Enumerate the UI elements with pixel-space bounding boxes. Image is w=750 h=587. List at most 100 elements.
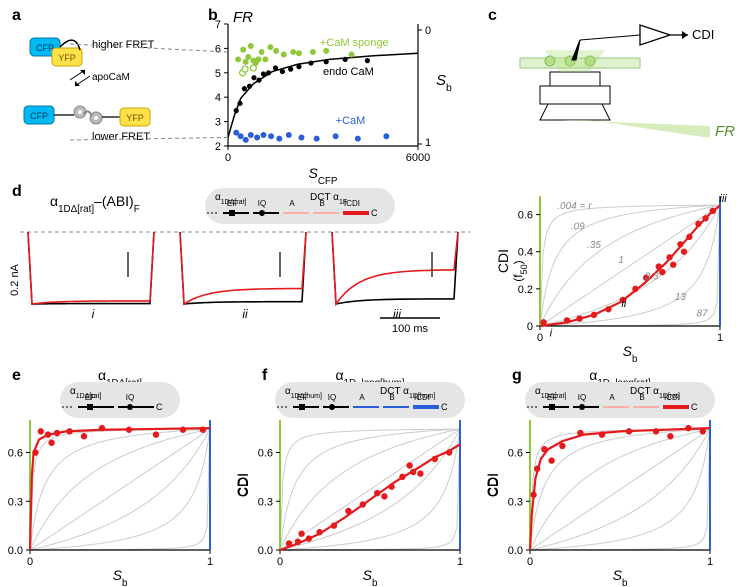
svg-text:0.2 nA: 0.2 nA	[9, 263, 21, 295]
svg-text:A: A	[609, 393, 615, 402]
svg-text:0: 0	[527, 556, 533, 568]
svg-text:1: 1	[207, 556, 213, 568]
svg-text:FR: FR	[715, 123, 735, 140]
svg-text:c: c	[488, 7, 497, 24]
svg-text:87: 87	[696, 309, 708, 320]
svg-text:CDI: CDI	[495, 249, 511, 273]
svg-text:6: 6	[215, 43, 221, 55]
svg-text:7: 7	[215, 19, 221, 31]
svg-text:Sb: Sb	[113, 567, 128, 587]
svg-text:= r: = r	[580, 201, 593, 212]
svg-text:0.2: 0.2	[518, 284, 533, 296]
svg-text:0.4: 0.4	[518, 247, 533, 259]
svg-text:0.0: 0.0	[8, 545, 23, 557]
svg-text:i: i	[550, 327, 553, 339]
svg-text:B: B	[389, 393, 394, 402]
svg-text:Sb: Sb	[436, 72, 452, 94]
svg-text:C: C	[441, 402, 448, 412]
svg-text:e: e	[12, 367, 21, 384]
svg-text:B: B	[319, 199, 324, 208]
svg-text:13: 13	[675, 292, 687, 303]
svg-text:endo CaM: endo CaM	[323, 66, 374, 78]
svg-text:YFP: YFP	[58, 53, 76, 63]
figure-root: aCFPYFPhigher FRETapoCaMCFPYFPlower FRET…	[0, 0, 750, 587]
svg-text:0.6: 0.6	[8, 448, 23, 460]
svg-text:ii: ii	[242, 307, 248, 321]
svg-text:EF: EF	[297, 393, 307, 402]
svg-text:3.3: 3.3	[645, 272, 659, 283]
svg-text:0.3: 0.3	[508, 496, 523, 508]
svg-text:ICDI: ICDI	[414, 393, 430, 402]
svg-text:3: 3	[215, 117, 221, 129]
svg-text:CDI: CDI	[484, 473, 500, 497]
svg-text:Sb: Sb	[613, 567, 628, 587]
svg-text:iii: iii	[393, 307, 401, 321]
svg-text:IQ: IQ	[258, 199, 266, 208]
svg-text:CFP: CFP	[30, 111, 48, 121]
svg-text:SCFP: SCFP	[309, 165, 338, 187]
panel-a: aCFPYFPhigher FRETapoCaMCFPYFPlower FRET	[12, 7, 155, 143]
svg-text:YFP: YFP	[126, 113, 144, 123]
svg-text:.35: .35	[587, 240, 601, 251]
svg-text:Sb: Sb	[363, 567, 378, 587]
svg-text:α1DΔ[rat]–(ABI)F: α1DΔ[rat]–(ABI)F	[50, 193, 140, 215]
svg-text:+CaM: +CaM	[336, 115, 366, 127]
svg-text:0.6: 0.6	[508, 448, 523, 460]
svg-text:0: 0	[425, 25, 431, 37]
svg-text:IQ: IQ	[126, 393, 134, 402]
svg-text:4: 4	[215, 92, 221, 104]
svg-text:higher FRET: higher FRET	[92, 39, 155, 51]
svg-text:+CaM sponge: +CaM sponge	[320, 37, 389, 49]
panel-f: fα1D–long[hum]α1DΔ[hum]DCT α1D[hum]EFIQA…	[234, 367, 465, 587]
svg-text:CFP: CFP	[36, 43, 54, 53]
svg-text:0: 0	[537, 332, 543, 344]
svg-text:ICDI: ICDI	[344, 199, 360, 208]
svg-text:0.3: 0.3	[8, 496, 23, 508]
svg-text:IQ: IQ	[578, 393, 586, 402]
svg-text:B: B	[639, 393, 644, 402]
svg-text:lower FRET: lower FRET	[92, 131, 150, 143]
svg-text:2: 2	[215, 141, 221, 153]
svg-text:CDI: CDI	[0, 473, 1, 497]
svg-text:0.0: 0.0	[258, 545, 273, 557]
svg-text:EF: EF	[85, 393, 95, 402]
svg-text:a: a	[12, 7, 21, 24]
svg-text:f: f	[262, 367, 268, 384]
svg-text:1: 1	[707, 556, 713, 568]
svg-text:1: 1	[457, 556, 463, 568]
svg-text:1: 1	[618, 255, 624, 266]
svg-text:A: A	[289, 199, 295, 208]
svg-text:ICDI: ICDI	[664, 393, 680, 402]
svg-text:0: 0	[277, 556, 283, 568]
panel-g: gα1D–long[rat]α1DΔ[rat]DCT α1D[rat]EFIQA…	[484, 367, 715, 587]
panel-d: dα1DΔ[rat]–(ABI)Fα1DΔ[rat]DCT α1FEFIQABI…	[9, 183, 727, 365]
panel-c: c CDI FR	[488, 7, 735, 140]
svg-text:.004: .004	[557, 201, 577, 212]
svg-text:0: 0	[527, 321, 533, 333]
svg-text:C: C	[691, 402, 698, 412]
svg-text:FR: FR	[233, 9, 253, 26]
svg-text:0.6: 0.6	[518, 210, 533, 222]
svg-text:0.0: 0.0	[508, 545, 523, 557]
svg-text:6000: 6000	[406, 152, 430, 164]
svg-text:.09: .09	[571, 221, 585, 232]
svg-text:d: d	[12, 183, 22, 200]
svg-text:CDI: CDI	[234, 473, 250, 497]
svg-text:iii: iii	[719, 193, 727, 205]
svg-text:0: 0	[27, 556, 33, 568]
svg-text:C: C	[371, 208, 378, 218]
svg-text:(f50): (f50)	[511, 260, 529, 281]
svg-text:CDI: CDI	[692, 27, 714, 42]
svg-text:C: C	[156, 402, 163, 412]
svg-text:A: A	[359, 393, 365, 402]
svg-text:0.6: 0.6	[258, 448, 273, 460]
svg-text:IQ: IQ	[328, 393, 336, 402]
svg-text:EF: EF	[547, 393, 557, 402]
svg-text:0: 0	[225, 152, 231, 164]
svg-text:ii: ii	[621, 298, 626, 310]
panel-b: b2345670106000FRSbSCFP+CaM spongeendo Ca…	[208, 7, 452, 187]
svg-text:1: 1	[425, 137, 431, 149]
svg-text:g: g	[512, 367, 522, 384]
svg-text:Sb: Sb	[623, 343, 638, 365]
svg-text:0.3: 0.3	[258, 496, 273, 508]
